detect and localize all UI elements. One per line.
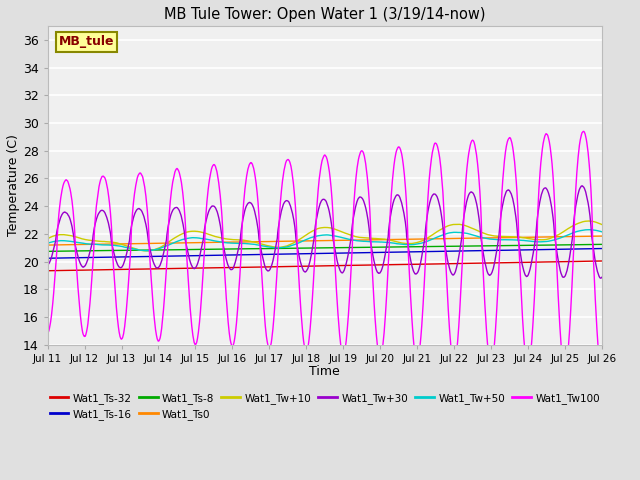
Wat1_Tw+30 — [597, 276, 605, 281]
Wat1_Tw+50 — [280, 244, 288, 250]
Wat1_Tw+50 — [107, 242, 115, 248]
Line: Wat1_Ts-8: Wat1_Ts-8 — [47, 244, 602, 252]
Wat1_Tw+10 — [257, 241, 264, 247]
Wat1_Ts-8 — [256, 246, 264, 252]
Wat1_Tw+30 — [579, 183, 586, 189]
Wat1_Tw+50 — [143, 248, 150, 253]
Wat1_Ts0 — [140, 240, 148, 246]
Wat1_Tw100 — [598, 370, 605, 375]
Wat1_Ts-16 — [587, 246, 595, 252]
Wat1_Tw+30 — [44, 263, 51, 268]
Wat1_Ts-32 — [257, 264, 264, 270]
Wat1_Tw+30 — [280, 200, 288, 206]
Wat1_Tw+10 — [527, 236, 535, 242]
Wat1_Tw100 — [107, 215, 115, 220]
Wat1_Tw+50 — [527, 239, 535, 244]
Wat1_Tw100 — [579, 129, 587, 134]
Wat1_Tw+50 — [586, 227, 594, 233]
Wat1_Tw100 — [588, 189, 595, 195]
Wat1_Tw+30 — [598, 275, 605, 280]
Wat1_Tw+10 — [584, 218, 591, 224]
Wat1_Tw100 — [256, 245, 264, 251]
Wat1_Ts0 — [256, 239, 264, 244]
Wat1_Ts-8 — [587, 241, 595, 247]
Wat1_Ts-16 — [280, 251, 288, 257]
Line: Wat1_Ts-16: Wat1_Ts-16 — [47, 249, 602, 258]
Wat1_Tw+50 — [44, 240, 51, 246]
Wat1_Ts-32 — [280, 264, 288, 269]
X-axis label: Time: Time — [309, 365, 340, 378]
Wat1_Ts-16 — [140, 254, 148, 260]
Line: Wat1_Tw100: Wat1_Tw100 — [47, 132, 602, 372]
Wat1_Tw+10 — [140, 248, 148, 253]
Wat1_Tw100 — [140, 179, 148, 184]
Wat1_Ts0 — [280, 239, 288, 244]
Wat1_Tw+30 — [256, 242, 264, 248]
Wat1_Ts-8 — [527, 242, 535, 248]
Wat1_Tw+10 — [145, 248, 152, 254]
Wat1_Ts-32 — [140, 266, 148, 272]
Wat1_Tw100 — [598, 370, 605, 375]
Line: Wat1_Tw+30: Wat1_Tw+30 — [47, 186, 602, 278]
Line: Wat1_Tw+50: Wat1_Tw+50 — [47, 230, 602, 251]
Wat1_Ts-32 — [527, 259, 535, 265]
Wat1_Tw+10 — [588, 218, 595, 224]
Wat1_Tw+50 — [598, 229, 605, 235]
Line: Wat1_Ts-32: Wat1_Ts-32 — [47, 261, 602, 271]
Wat1_Ts-16 — [527, 247, 535, 252]
Wat1_Ts-32 — [44, 268, 52, 274]
Legend: Wat1_Ts-32, Wat1_Ts-16, Wat1_Ts-8, Wat1_Ts0, Wat1_Tw+10, Wat1_Tw+30, Wat1_Tw+50,: Wat1_Ts-32, Wat1_Ts-16, Wat1_Ts-8, Wat1_… — [45, 388, 604, 424]
Wat1_Tw+30 — [107, 233, 115, 239]
Wat1_Tw100 — [44, 330, 51, 336]
Wat1_Ts-8 — [44, 249, 51, 254]
Wat1_Ts0 — [598, 233, 605, 239]
Wat1_Ts-8 — [140, 247, 148, 253]
Wat1_Ts0 — [107, 241, 115, 247]
Wat1_Tw+50 — [140, 248, 148, 253]
Wat1_Ts-8 — [107, 248, 115, 253]
Title: MB Tule Tower: Open Water 1 (3/19/14-now): MB Tule Tower: Open Water 1 (3/19/14-now… — [164, 7, 486, 22]
Wat1_Tw100 — [280, 167, 288, 173]
Wat1_Ts0 — [587, 233, 595, 239]
Wat1_Ts-16 — [44, 255, 51, 261]
Wat1_Tw+10 — [44, 236, 51, 241]
Y-axis label: Temperature (C): Temperature (C) — [7, 134, 20, 236]
Wat1_Ts-32 — [44, 268, 51, 274]
Line: Wat1_Ts0: Wat1_Ts0 — [47, 236, 602, 245]
Line: Wat1_Tw+10: Wat1_Tw+10 — [47, 221, 602, 251]
Wat1_Tw+50 — [257, 242, 264, 248]
Wat1_Tw+10 — [107, 239, 115, 245]
Wat1_Tw+30 — [588, 225, 595, 230]
Wat1_Tw+30 — [140, 213, 148, 219]
Wat1_Ts-32 — [107, 267, 115, 273]
Wat1_Ts0 — [44, 242, 51, 248]
Wat1_Ts0 — [527, 234, 535, 240]
Wat1_Ts-16 — [256, 252, 264, 257]
Wat1_Ts-8 — [280, 245, 288, 251]
Wat1_Tw+30 — [527, 261, 535, 267]
Wat1_Ts-16 — [107, 254, 115, 260]
Wat1_Ts-32 — [598, 258, 605, 264]
Text: MB_tule: MB_tule — [59, 36, 114, 48]
Wat1_Tw+10 — [598, 222, 605, 228]
Wat1_Ts-32 — [588, 258, 595, 264]
Wat1_Ts-16 — [598, 246, 605, 252]
Wat1_Tw+50 — [588, 227, 595, 233]
Wat1_Tw100 — [527, 345, 535, 351]
Wat1_Tw+10 — [280, 244, 288, 250]
Wat1_Ts-8 — [598, 241, 605, 247]
